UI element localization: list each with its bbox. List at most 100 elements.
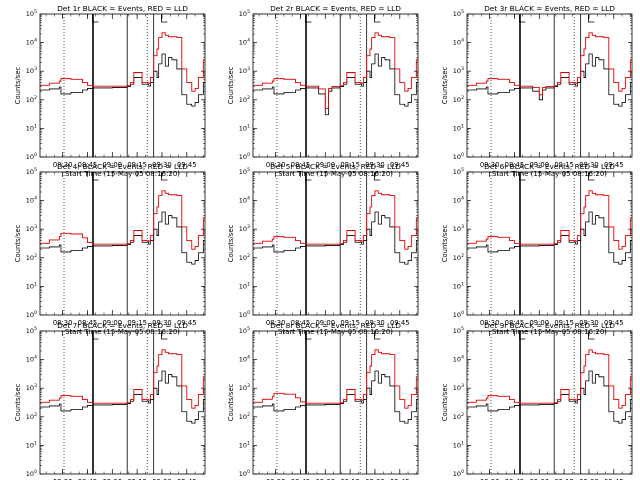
y-tick-label: 102 [453, 412, 464, 421]
lld-series-line [253, 32, 418, 109]
y-tick-label: 105 [26, 9, 37, 18]
plot-title: Det 9r BLACK = Events, RED = LLD [484, 321, 615, 330]
y-tick-label: 103 [239, 224, 250, 233]
y-axis-label: Counts/sec [14, 384, 22, 422]
bracket-marker [92, 173, 99, 181]
y-tick-label: 103 [453, 383, 464, 392]
y-tick-label: 100 [453, 310, 464, 319]
y-tick-label: 100 [26, 152, 37, 161]
detector-plot: Det 2r BLACK = Events, RED = LLD Counts/s… [227, 4, 419, 178]
y-tick-label: 104 [453, 196, 464, 205]
y-tick-label: 101 [453, 281, 464, 290]
plot-title: Det 6r BLACK = Events, RED = LLD [484, 162, 615, 171]
plot-title: Det 7r BLACK = Events, RED = LLD [57, 321, 188, 330]
x-tick-label: 09:45 [390, 319, 410, 327]
y-tick-label: 101 [239, 440, 250, 449]
plot-frame [466, 330, 633, 475]
bracket-marker [305, 15, 312, 23]
x-tick-label: 09:15 [127, 319, 147, 327]
detector-plot: Det 7r BLACK = Events, RED = LLD Counts/s… [14, 321, 206, 480]
x-axis-label: Start Time (15-May-05 08:16:20) [492, 170, 607, 178]
x-tick-label: 08:45 [505, 319, 525, 327]
plot-title: Det 1r BLACK = Events, RED = LLD [57, 4, 188, 13]
x-tick-label: 08:30 [266, 478, 286, 480]
x-tick-label: 09:45 [177, 161, 197, 169]
plot-frame [466, 13, 633, 158]
plot-title: Det 4r BLACK = Events, RED = LLD [57, 162, 188, 171]
y-tick-label: 104 [453, 38, 464, 47]
x-tick-label: 08:45 [291, 478, 311, 480]
events-series-line [253, 211, 418, 265]
x-tick-label: 08:30 [266, 319, 286, 327]
plot-frame [39, 330, 206, 475]
y-tick-label: 101 [26, 440, 37, 449]
x-tick-label: 09:00 [529, 319, 549, 327]
x-tick-label: 09:15 [554, 319, 574, 327]
y-tick-label: 105 [239, 326, 250, 335]
x-tick-label: 09:00 [529, 161, 549, 169]
x-tick-label: 09:30 [152, 478, 172, 480]
plot-frame [466, 171, 633, 316]
y-tick-label: 100 [453, 469, 464, 478]
y-axis-label: Counts/sec [441, 67, 449, 105]
x-tick-label: 09:00 [529, 478, 549, 480]
x-tick-label: 09:45 [177, 319, 197, 327]
y-tick-label: 101 [239, 281, 250, 290]
bracket-marker [92, 332, 99, 340]
y-tick-label: 104 [239, 355, 250, 364]
y-tick-label: 104 [239, 196, 250, 205]
x-tick-label: 09:45 [604, 478, 624, 480]
y-tick-label: 103 [453, 66, 464, 75]
x-tick-label: 09:00 [102, 478, 122, 480]
lld-series-line [467, 32, 632, 96]
events-series-line [40, 370, 205, 424]
x-tick-label: 08:30 [480, 161, 500, 169]
bracket-marker [374, 15, 381, 23]
y-tick-label: 101 [239, 123, 250, 132]
bracket-marker [161, 15, 168, 23]
x-tick-label: 09:45 [177, 478, 197, 480]
y-tick-label: 100 [239, 310, 250, 319]
x-tick-label: 08:30 [480, 478, 500, 480]
x-tick-label: 09:15 [340, 478, 360, 480]
y-tick-label: 105 [453, 167, 464, 176]
x-tick-label: 08:30 [53, 161, 73, 169]
bracket-marker [588, 332, 595, 340]
x-tick-label: 09:30 [365, 319, 385, 327]
plot-frame [252, 171, 419, 316]
bracket-marker [92, 15, 99, 23]
x-tick-label: 09:15 [554, 478, 574, 480]
y-tick-label: 101 [26, 123, 37, 132]
events-series-line [40, 53, 205, 107]
x-tick-label: 08:45 [505, 478, 525, 480]
plot-title: Det 3r BLACK = Events, RED = LLD [484, 4, 615, 13]
x-tick-label: 09:15 [340, 319, 360, 327]
y-tick-label: 102 [26, 95, 37, 104]
y-tick-label: 104 [453, 355, 464, 364]
x-tick-label: 09:30 [579, 319, 599, 327]
lld-series-line [40, 349, 205, 409]
y-tick-label: 103 [239, 66, 250, 75]
y-tick-label: 101 [453, 440, 464, 449]
y-tick-label: 102 [453, 95, 464, 104]
lld-series-line [253, 190, 418, 250]
events-series-line [467, 370, 632, 424]
y-tick-label: 100 [239, 152, 250, 161]
bracket-marker [374, 173, 381, 181]
x-tick-label: 09:30 [365, 161, 385, 169]
y-axis-label: Counts/sec [441, 225, 449, 263]
bracket-marker [519, 173, 526, 181]
events-series-line [253, 53, 418, 116]
y-tick-label: 101 [453, 123, 464, 132]
x-tick-label: 09:00 [315, 319, 335, 327]
x-tick-label: 09:30 [152, 161, 172, 169]
y-tick-label: 105 [453, 9, 464, 18]
x-tick-label: 09:15 [127, 161, 147, 169]
y-axis-label: Counts/sec [14, 225, 22, 263]
y-axis-label: Counts/sec [227, 225, 235, 263]
x-tick-label: 08:45 [505, 161, 525, 169]
bracket-marker [374, 332, 381, 340]
y-tick-label: 105 [453, 326, 464, 335]
plot-frame [252, 330, 419, 475]
x-tick-label: 08:30 [53, 478, 73, 480]
